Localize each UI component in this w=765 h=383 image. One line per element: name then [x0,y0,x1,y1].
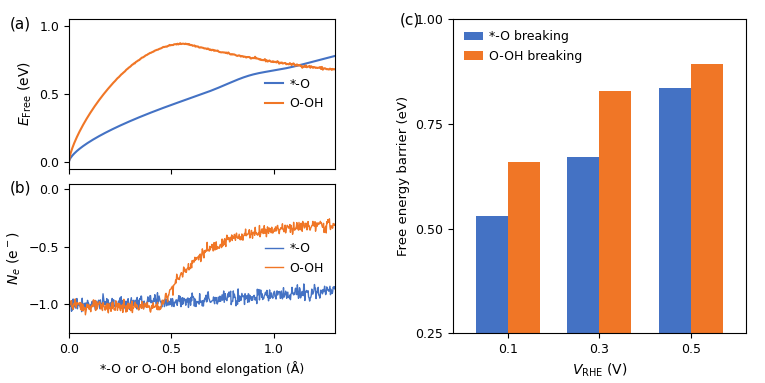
Line: *-O: *-O [69,56,335,162]
O-OH [307,64,316,69]
O-OH [223,51,232,56]
*-O [227,80,236,84]
O-OH [325,224,334,229]
Bar [568,157,599,383]
Text: (c): (c) [400,13,420,28]
Bar [508,162,540,383]
*-O [283,290,292,295]
*-O [191,304,200,309]
O-OH [64,300,73,304]
*-O [330,287,340,292]
O-OH [283,224,292,229]
Legend: *-O breaking, O-OH breaking: *-O breaking, O-OH breaking [459,25,588,68]
O-OH [65,154,74,159]
X-axis label: $V_{\mathrm{RHE}}$ (V): $V_{\mathrm{RHE}}$ (V) [571,362,627,379]
Bar [691,64,723,383]
Legend: *-O, O-OH: *-O, O-OH [259,73,329,115]
O-OH [330,67,340,72]
*-O [77,309,86,314]
Text: (b): (b) [10,181,31,196]
X-axis label: *-O or O-OH bond elongation (Å): *-O or O-OH bond elongation (Å) [100,362,304,376]
Y-axis label: $N_e$ (e$^-$): $N_e$ (e$^-$) [5,232,23,285]
Y-axis label: Free energy barrier (eV): Free energy barrier (eV) [396,96,409,256]
*-O [299,282,308,286]
O-OH [223,237,233,242]
*-O [64,301,73,306]
*-O [193,300,202,304]
O-OH [193,255,202,259]
Y-axis label: $E_{\mathrm{Free}}$ (eV): $E_{\mathrm{Free}}$ (eV) [16,62,34,126]
Line: O-OH: O-OH [69,43,335,162]
O-OH [64,160,73,164]
*-O [64,160,73,164]
*-O [223,291,233,296]
*-O [222,82,231,87]
*-O [289,64,298,69]
O-OH [191,255,200,260]
Bar [599,91,631,383]
Text: (a): (a) [10,16,31,31]
O-OH [228,52,237,57]
*-O [306,60,315,65]
*-O [65,157,74,162]
O-OH [325,216,334,221]
O-OH [176,41,185,46]
*-O [209,295,218,299]
*-O [330,54,340,58]
*-O [325,284,334,288]
Bar [476,216,508,383]
*-O [223,82,232,86]
O-OH [330,223,340,228]
O-OH [224,50,233,55]
O-OH [209,249,218,253]
Legend: *-O, O-OH: *-O, O-OH [259,237,329,280]
Line: *-O: *-O [69,284,335,312]
Line: O-OH: O-OH [69,219,335,315]
O-OH [81,313,90,317]
Bar [659,88,691,383]
O-OH [290,62,299,66]
